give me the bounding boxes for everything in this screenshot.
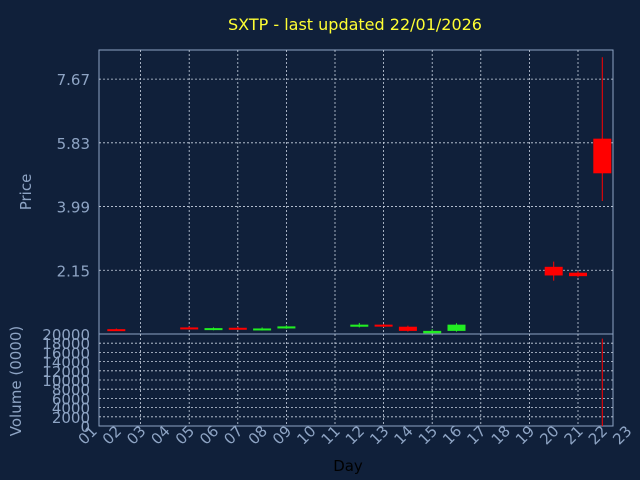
volume-y-tick-label: 6000 <box>52 390 90 408</box>
candle-day-20 <box>544 261 563 281</box>
candle-body <box>374 324 393 327</box>
volume-y-axis-label: Volume (0000) <box>7 326 25 436</box>
candle-body <box>107 329 126 332</box>
candle-body <box>569 272 587 277</box>
price-y-tick-label: 2.15 <box>57 262 90 280</box>
candle-day-09 <box>277 325 296 329</box>
candle-body <box>544 266 563 276</box>
candle-day-14 <box>398 325 417 332</box>
volume-grid <box>99 334 613 426</box>
price-y-axis-label: Price <box>17 174 35 211</box>
price-y-tick-label: 7.67 <box>57 71 90 89</box>
price-y-tick-labels: 2.15 3.99 5.83 7.67 <box>57 71 90 280</box>
candle-body <box>253 328 272 331</box>
candle-day-05 <box>180 326 199 330</box>
candle-day-07 <box>228 326 247 330</box>
candle-body <box>204 328 223 331</box>
volume-y-tick-label: 10000 <box>42 372 90 390</box>
candlestick-series <box>107 57 612 334</box>
candle-day-08 <box>253 327 272 331</box>
candle-day-16 <box>447 323 466 332</box>
volume-y-tick-label: 2000 <box>52 409 90 427</box>
volume-y-tick-label: 8000 <box>52 381 90 399</box>
volume-y-tick-label: 14000 <box>42 354 90 372</box>
candle-day-02 <box>107 328 126 332</box>
chart-title: SXTP - last updated 22/01/2026 <box>228 15 482 34</box>
day-tick-labels: 0102030405060708091011121314151617181920… <box>75 422 636 448</box>
candle-body <box>423 330 442 334</box>
volume-y-tick-label: 16000 <box>42 344 90 362</box>
candle-day-22 <box>593 57 612 202</box>
candle-body <box>228 327 247 330</box>
candle-body <box>447 324 466 331</box>
x-axis-label: Day <box>333 457 363 475</box>
candle-body <box>180 327 199 330</box>
volume-y-tick-label: 20000 <box>42 326 90 344</box>
candle-day-12 <box>350 322 369 328</box>
candle-day-13 <box>374 323 393 328</box>
volume-y-tick-label: 18000 <box>42 335 90 353</box>
candle-day-21 <box>569 271 587 278</box>
candle-body <box>350 324 369 327</box>
candle-body <box>277 326 296 329</box>
candle-day-06 <box>204 327 223 331</box>
price-grid <box>99 50 613 334</box>
price-panel: 2.15 3.99 5.83 7.67 Price <box>17 49 614 335</box>
price-y-tick-label: 5.83 <box>57 135 90 153</box>
candle-day-15 <box>423 329 442 334</box>
volume-y-tick-label: 12000 <box>42 363 90 381</box>
volume-y-tick-label: 4000 <box>52 400 90 418</box>
price-y-tick-label: 3.99 <box>57 199 90 217</box>
candle-body <box>593 138 612 174</box>
volume-y-tick-label: 0 <box>80 418 90 436</box>
candle-body <box>398 326 417 331</box>
volume-y-tick-labels: 0200040006000800010000120001400016000180… <box>42 326 90 436</box>
